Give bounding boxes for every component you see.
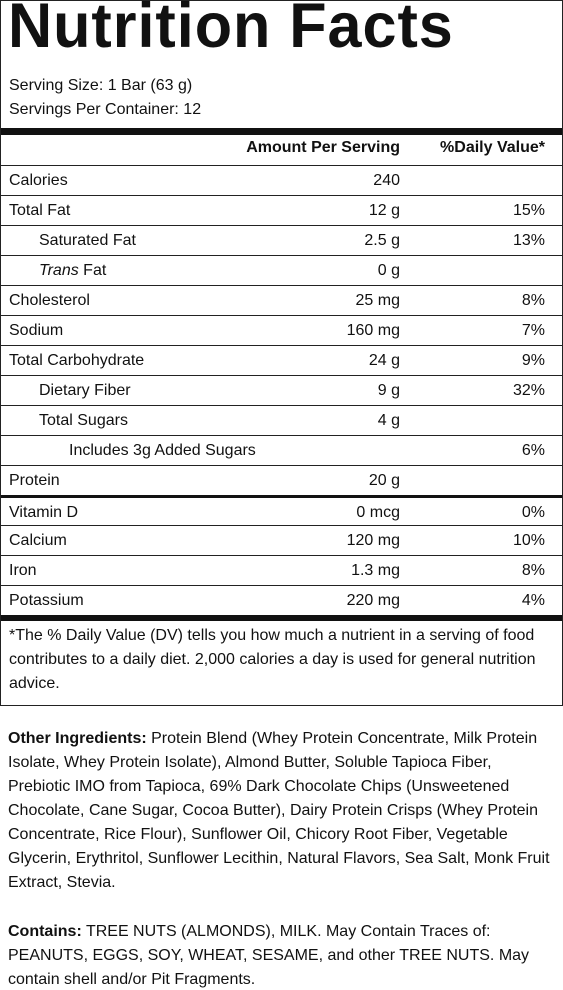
nutrient-amount: 0 mcg	[356, 504, 400, 521]
nutrient-amount: 24 g	[368, 352, 400, 369]
nutrient-amount: 0 g	[377, 262, 400, 279]
thick-divider	[1, 128, 562, 135]
trans-italic: Trans	[39, 262, 79, 279]
nutrient-name: Cholesterol	[9, 292, 90, 309]
nutrient-name: Protein	[9, 472, 60, 489]
nutrient-amount: 9 g	[377, 382, 400, 399]
nutrient-row-dietary-fiber: Dietary Fiber 9 g 32%	[1, 375, 562, 405]
nutrient-amount: 120 mg	[346, 532, 400, 549]
servings-per-container: Servings Per Container: 12	[9, 101, 202, 118]
nutrient-dv: 9%	[521, 352, 545, 369]
nutrient-name: Potassium	[9, 592, 84, 609]
nutrient-dv: 4%	[521, 592, 545, 609]
nutrient-name: Vitamin D	[9, 504, 79, 521]
nutrient-row-trans-fat: Trans Fat 0 g	[1, 255, 562, 285]
nutrient-amount: 12 g	[368, 202, 400, 219]
trans-rest: Fat	[78, 262, 107, 279]
nutrient-row-vitamin-d: Vitamin D 0 mcg 0%	[1, 495, 562, 525]
nutrient-row-protein: Protein 20 g	[1, 465, 562, 495]
nutrient-name: Sodium	[9, 322, 64, 339]
nutrient-name: Calories	[9, 172, 68, 189]
nutrient-name: Dietary Fiber	[39, 382, 131, 399]
header-daily-value: %Daily Value*	[440, 139, 545, 156]
contains-text: TREE NUTS (ALMONDS), MILK. May Contain T…	[8, 923, 530, 988]
nutrient-row-saturated-fat: Saturated Fat 2.5 g 13%	[1, 225, 562, 255]
nutrient-name: Total Fat	[9, 202, 71, 219]
nutrient-amount: 160 mg	[346, 322, 400, 339]
nutrient-table: Calories 240 Total Fat 12 g 15% Saturate…	[1, 165, 562, 615]
header-amount-per-serving: Amount Per Serving	[246, 139, 400, 156]
daily-value-footnote: *The % Daily Value (DV) tells you how mu…	[9, 627, 536, 692]
nutrient-amount: 20 g	[368, 472, 400, 489]
nutrient-row-total-carbohydrate: Total Carbohydrate 24 g 9%	[1, 345, 562, 375]
nutrient-row-total-fat: Total Fat 12 g 15%	[1, 195, 562, 225]
nutrient-name: Saturated Fat	[39, 232, 136, 249]
nutrient-name: Iron	[9, 562, 37, 579]
nutrient-amount: 2.5 g	[364, 232, 400, 249]
ingredients-text: Protein Blend (Whey Protein Concentrate,…	[8, 730, 550, 891]
nutrient-amount: 4 g	[377, 412, 400, 429]
nutrient-dv: 7%	[521, 322, 545, 339]
ingredients-label: Other Ingredients:	[8, 730, 147, 747]
nutrient-row-cholesterol: Cholesterol 25 mg 8%	[1, 285, 562, 315]
allergen-statement: Contains: TREE NUTS (ALMONDS), MILK. May…	[8, 920, 556, 990]
nutrient-row-added-sugars: Includes 3g Added Sugars 6%	[1, 435, 562, 465]
serving-size: Serving Size: 1 Bar (63 g)	[9, 77, 193, 94]
nutrient-row-calcium: Calcium 120 mg 10%	[1, 525, 562, 555]
nutrient-amount: 1.3 mg	[351, 562, 400, 579]
nutrient-dv: 15%	[512, 202, 545, 219]
nutrient-row-iron: Iron 1.3 mg 8%	[1, 555, 562, 585]
nutrient-name: Total Carbohydrate	[9, 352, 145, 369]
nutrient-dv: 6%	[521, 442, 545, 459]
nutrient-amount: 220 mg	[346, 592, 400, 609]
nutrient-name: Trans Fat	[39, 261, 106, 281]
nutrient-dv: 8%	[521, 562, 545, 579]
nutrient-row-potassium: Potassium 220 mg 4%	[1, 585, 562, 615]
nutrient-amount: 240	[373, 172, 400, 189]
nutrient-row-calories: Calories 240	[1, 165, 562, 195]
nutrient-dv: 8%	[521, 292, 545, 309]
other-ingredients: Other Ingredients: Protein Blend (Whey P…	[8, 727, 556, 895]
contains-label: Contains:	[8, 923, 82, 940]
nutrient-name: Total Sugars	[39, 412, 128, 429]
nutrient-name: Calcium	[9, 532, 67, 549]
nutrient-dv: 10%	[512, 532, 545, 549]
nutrient-dv: 0%	[521, 504, 545, 521]
nutrient-dv: 32%	[512, 382, 545, 399]
nutrient-row-sodium: Sodium 160 mg 7%	[1, 315, 562, 345]
panel-title: Nutrition Facts	[8, 0, 454, 61]
nutrition-facts-panel: Nutrition Facts Serving Size: 1 Bar (63 …	[0, 0, 563, 706]
nutrient-amount: 25 mg	[355, 292, 400, 309]
nutrient-row-total-sugars: Total Sugars 4 g	[1, 405, 562, 435]
footnote-divider	[1, 615, 562, 621]
nutrient-dv: 13%	[512, 232, 545, 249]
nutrient-name: Includes 3g Added Sugars	[69, 442, 256, 459]
